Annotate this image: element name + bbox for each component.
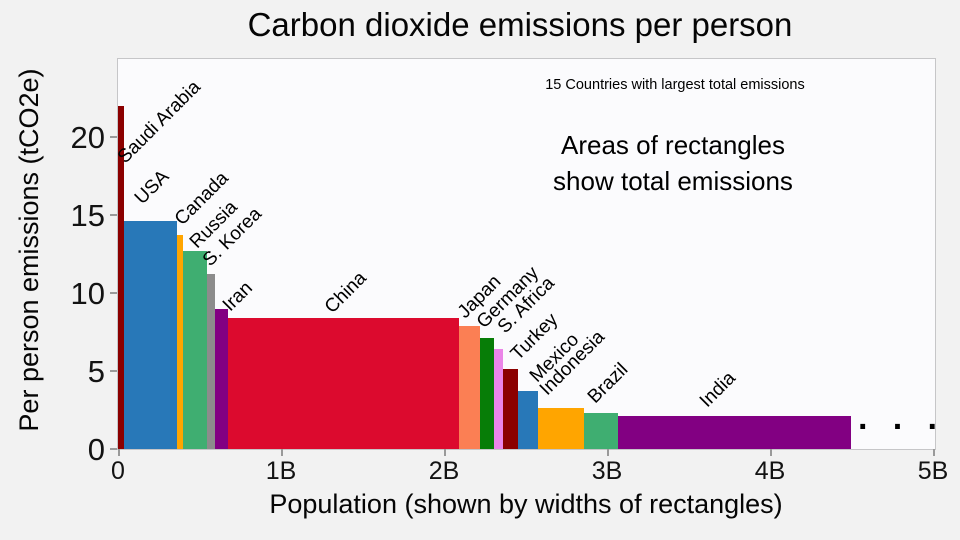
y-tick-mark bbox=[110, 292, 117, 294]
y-tick-mark bbox=[110, 448, 117, 450]
bar-turkey bbox=[503, 369, 518, 449]
chart-title: Carbon dioxide emissions per person bbox=[247, 6, 793, 43]
x-axis-label: Population (shown by widths of rectangle… bbox=[269, 489, 783, 519]
more-countries-ellipsis: · · · bbox=[858, 408, 946, 446]
y-tick-mark bbox=[110, 136, 117, 138]
x-tick-mark bbox=[607, 449, 609, 456]
bar-usa bbox=[124, 221, 177, 449]
bar-germany bbox=[480, 338, 495, 449]
x-tick-mark bbox=[933, 449, 935, 456]
x-tick-label: 2B bbox=[428, 457, 460, 485]
bar-s-korea bbox=[206, 274, 215, 449]
y-tick-label: 10 bbox=[70, 275, 105, 311]
bar-mexico bbox=[517, 391, 539, 449]
note-annotation: Areas of rectangles show total emissions bbox=[553, 127, 793, 199]
y-tick-label: 15 bbox=[70, 197, 105, 233]
bar-s-africa bbox=[494, 349, 504, 449]
bar-iran bbox=[214, 308, 229, 449]
bar-canada bbox=[177, 235, 184, 449]
y-tick-label: 20 bbox=[70, 119, 105, 155]
bar-russia bbox=[183, 250, 207, 449]
note-line-2: show total emissions bbox=[553, 166, 793, 196]
x-tick-label: 3B bbox=[591, 457, 623, 485]
bar-china bbox=[228, 317, 460, 449]
y-tick-mark bbox=[110, 370, 117, 372]
bar-japan bbox=[459, 325, 481, 449]
bar-saudi-arabia bbox=[118, 105, 125, 449]
y-tick-label: 0 bbox=[87, 431, 105, 467]
y-tick-mark bbox=[110, 214, 117, 216]
x-tick-label: 0 bbox=[111, 457, 125, 485]
bar-brazil bbox=[584, 413, 619, 449]
x-tick-mark bbox=[281, 449, 283, 456]
x-tick-label: 5B bbox=[917, 457, 949, 485]
x-tick-mark bbox=[444, 449, 446, 456]
x-tick-label: 1B bbox=[265, 457, 297, 485]
bar-india bbox=[618, 416, 852, 449]
x-tick-mark bbox=[770, 449, 772, 456]
y-axis-label: Per person emissions (tCO2e) bbox=[14, 68, 44, 432]
chart-subtitle: 15 Countries with largest total emission… bbox=[545, 77, 805, 93]
x-tick-mark bbox=[118, 449, 120, 456]
y-tick-label: 5 bbox=[87, 353, 105, 389]
note-line-1: Areas of rectangles bbox=[560, 130, 786, 160]
bar-indonesia bbox=[538, 408, 584, 449]
x-tick-label: 4B bbox=[754, 457, 786, 485]
